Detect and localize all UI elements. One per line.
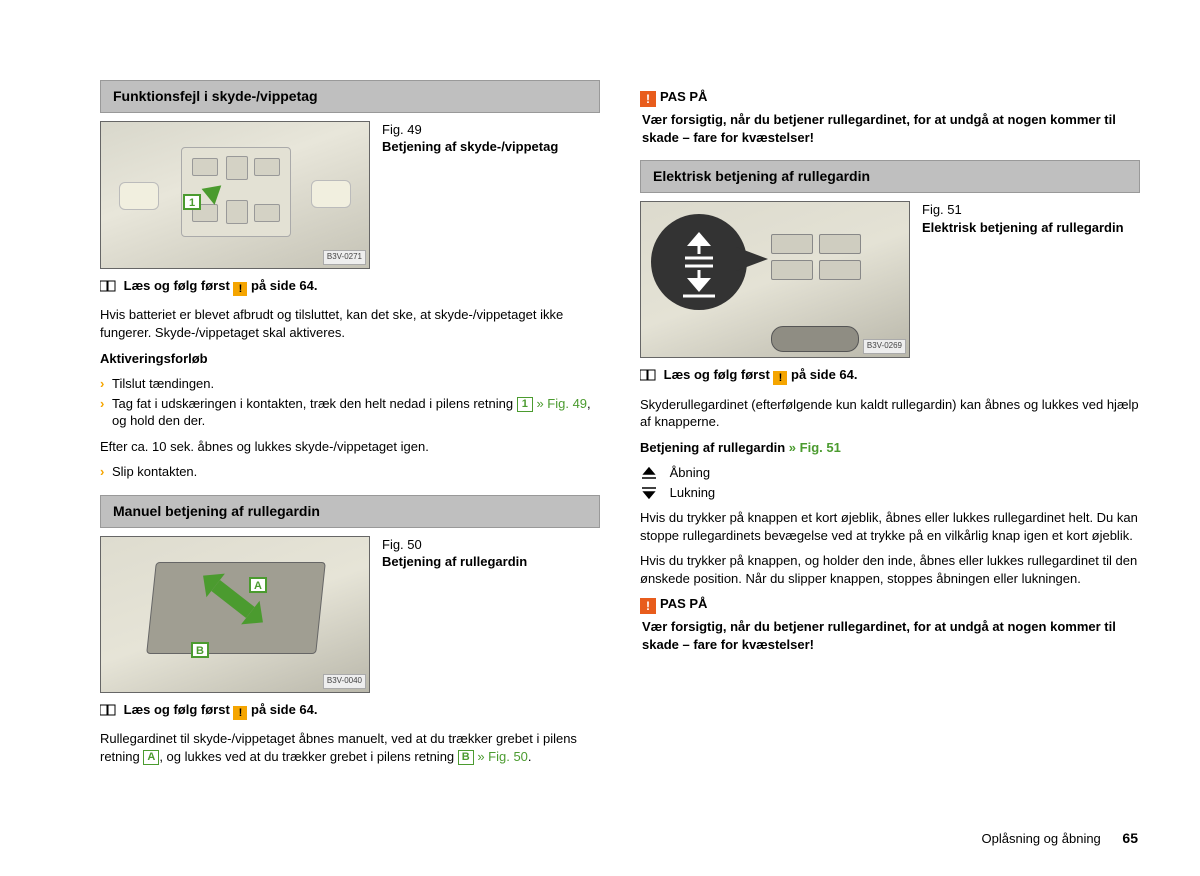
alert-2: ! PAS PÅ Vær forsigtig, når du betjener r… xyxy=(640,595,1140,653)
heading-manuel: Manuel betjening af rullegardin xyxy=(100,495,600,528)
read-first-3: Læs og følg først ! på side 64. xyxy=(640,366,1140,386)
read-first-2: Læs og følg først ! på side 64. xyxy=(100,701,600,721)
read-first-1: Læs og følg først ! på side 64. xyxy=(100,277,600,297)
read-first-1-pre: Læs og følg først xyxy=(124,278,234,293)
paragraph-10sek: Efter ca. 10 sek. åbnes og lukkes skyde-… xyxy=(100,438,600,456)
warning-icon: ! xyxy=(233,706,247,720)
ref-callout-1: 1 xyxy=(517,397,533,412)
p3-d: . xyxy=(528,749,532,764)
figure-50-code: B3V-0040 xyxy=(323,674,366,689)
alert-1-body: Vær forsigtig, når du betjener rullegard… xyxy=(640,111,1140,146)
alert-icon: ! xyxy=(640,91,656,107)
figure-51-image: B3V-0269 xyxy=(640,201,910,358)
footer-section: Oplåsning og åbning xyxy=(982,831,1101,846)
ref-callout-a: A xyxy=(143,750,159,765)
book-icon xyxy=(100,279,116,297)
warning-icon: ! xyxy=(233,282,247,296)
step-2-fig-ref: » Fig. 49 xyxy=(536,396,587,411)
read-first-2-post: på side 64. xyxy=(247,702,317,717)
sub-betjening-ref: » Fig. 51 xyxy=(789,440,841,455)
figure-50-image: A B B3V-0040 xyxy=(100,536,370,693)
page-container: Funktionsfejl i skyde-/vippetag 1 B3V-02… xyxy=(0,0,1200,803)
figure-49-caption: Fig. 49 Betjening af skyde-/vippetag xyxy=(382,121,600,269)
icon-label-close: Lukning xyxy=(670,485,716,500)
alert-1-title: PAS PÅ xyxy=(660,89,707,104)
read-first-3-pre: Læs og følg først xyxy=(664,367,774,382)
read-first-2-pre: Læs og følg først xyxy=(124,702,234,717)
p3-b: , og lukkes ved at du trækker grebet i p… xyxy=(159,749,457,764)
figure-49-block: 1 B3V-0271 Fig. 49 Betjening af skyde-/v… xyxy=(100,121,600,269)
icon-row-open: Åbning xyxy=(640,464,1140,482)
ref-callout-b: B xyxy=(458,750,474,765)
figure-49-image: 1 B3V-0271 xyxy=(100,121,370,269)
read-first-3-post: på side 64. xyxy=(787,367,857,382)
paragraph-skyderullegardin: Skyderullegardinet (efterfølgende kun ka… xyxy=(640,396,1140,431)
step-1: Tilslut tændingen. xyxy=(100,375,600,393)
figure-50-number: Fig. 50 xyxy=(382,536,600,554)
paragraph-manual: Rullegardinet til skyde-/vippetaget åbne… xyxy=(100,730,600,765)
arrow-bubble-icon xyxy=(651,214,747,310)
figure-51-title: Elektrisk betjening af rullegardin xyxy=(922,219,1140,237)
figure-51-caption: Fig. 51 Elektrisk betjening af rullegard… xyxy=(922,201,1140,358)
page-footer: Oplåsning og åbning 65 xyxy=(982,829,1138,848)
footer-page-number: 65 xyxy=(1122,830,1138,846)
heading-funktionsfejl: Funktionsfejl i skyde-/vippetag xyxy=(100,80,600,113)
icon-label-open: Åbning xyxy=(670,465,710,480)
paragraph-battery: Hvis batteriet er blevet afbrudt og tils… xyxy=(100,306,600,341)
open-arrow-icon xyxy=(640,466,658,480)
figure-51-block: B3V-0269 Fig. 51 Elektrisk betjening af … xyxy=(640,201,1140,358)
alert-2-body: Vær forsigtig, når du betjener rullegard… xyxy=(640,618,1140,653)
figure-49-number: Fig. 49 xyxy=(382,121,600,139)
alert-2-title: PAS PÅ xyxy=(660,596,707,611)
icon-row-close: Lukning xyxy=(640,484,1140,502)
alert-1: ! PAS PÅ Vær forsigtig, når du betjener r… xyxy=(640,88,1140,146)
figure-50-callout-b: B xyxy=(191,642,209,658)
step-2: Tag fat i udskæringen i kontakten, træk … xyxy=(100,395,600,430)
paragraph-long-press: Hvis du trykker på knappen, og holder de… xyxy=(640,552,1140,587)
subheading-betjening: Betjening af rullegardin » Fig. 51 xyxy=(640,439,1140,457)
figure-50-block: A B B3V-0040 Fig. 50 Betjening af rulleg… xyxy=(100,536,600,693)
book-icon xyxy=(640,368,656,386)
subheading-aktivering: Aktiveringsforløb xyxy=(100,350,600,368)
figure-49-callout-1: 1 xyxy=(183,194,201,210)
figure-49-title: Betjening af skyde-/vippetag xyxy=(382,138,600,156)
close-arrow-icon xyxy=(640,486,658,500)
book-icon xyxy=(100,703,116,721)
paragraph-short-press: Hvis du trykker på knappen et kort øjebl… xyxy=(640,509,1140,544)
step-3: Slip kontakten. xyxy=(100,463,600,481)
alert-1-heading: ! PAS PÅ xyxy=(640,88,1140,107)
sub-betjening-a: Betjening af rullegardin xyxy=(640,440,789,455)
figure-51-code: B3V-0269 xyxy=(863,339,906,354)
figure-50-title: Betjening af rullegardin xyxy=(382,553,600,571)
step-2-text-a: Tag fat i udskæringen i kontakten, træk … xyxy=(112,396,517,411)
figure-50-caption: Fig. 50 Betjening af rullegardin xyxy=(382,536,600,693)
p3-fig-ref: » Fig. 50 xyxy=(474,749,528,764)
figure-50-callout-a: A xyxy=(249,577,267,593)
left-column: Funktionsfejl i skyde-/vippetag 1 B3V-02… xyxy=(100,80,600,773)
alert-2-heading: ! PAS PÅ xyxy=(640,595,1140,614)
figure-49-code: B3V-0271 xyxy=(323,250,366,265)
alert-icon: ! xyxy=(640,598,656,614)
right-column: ! PAS PÅ Vær forsigtig, når du betjener r… xyxy=(640,80,1140,773)
warning-icon: ! xyxy=(773,371,787,385)
figure-51-number: Fig. 51 xyxy=(922,201,1140,219)
heading-elektrisk: Elektrisk betjening af rullegardin xyxy=(640,160,1140,193)
read-first-1-post: på side 64. xyxy=(247,278,317,293)
